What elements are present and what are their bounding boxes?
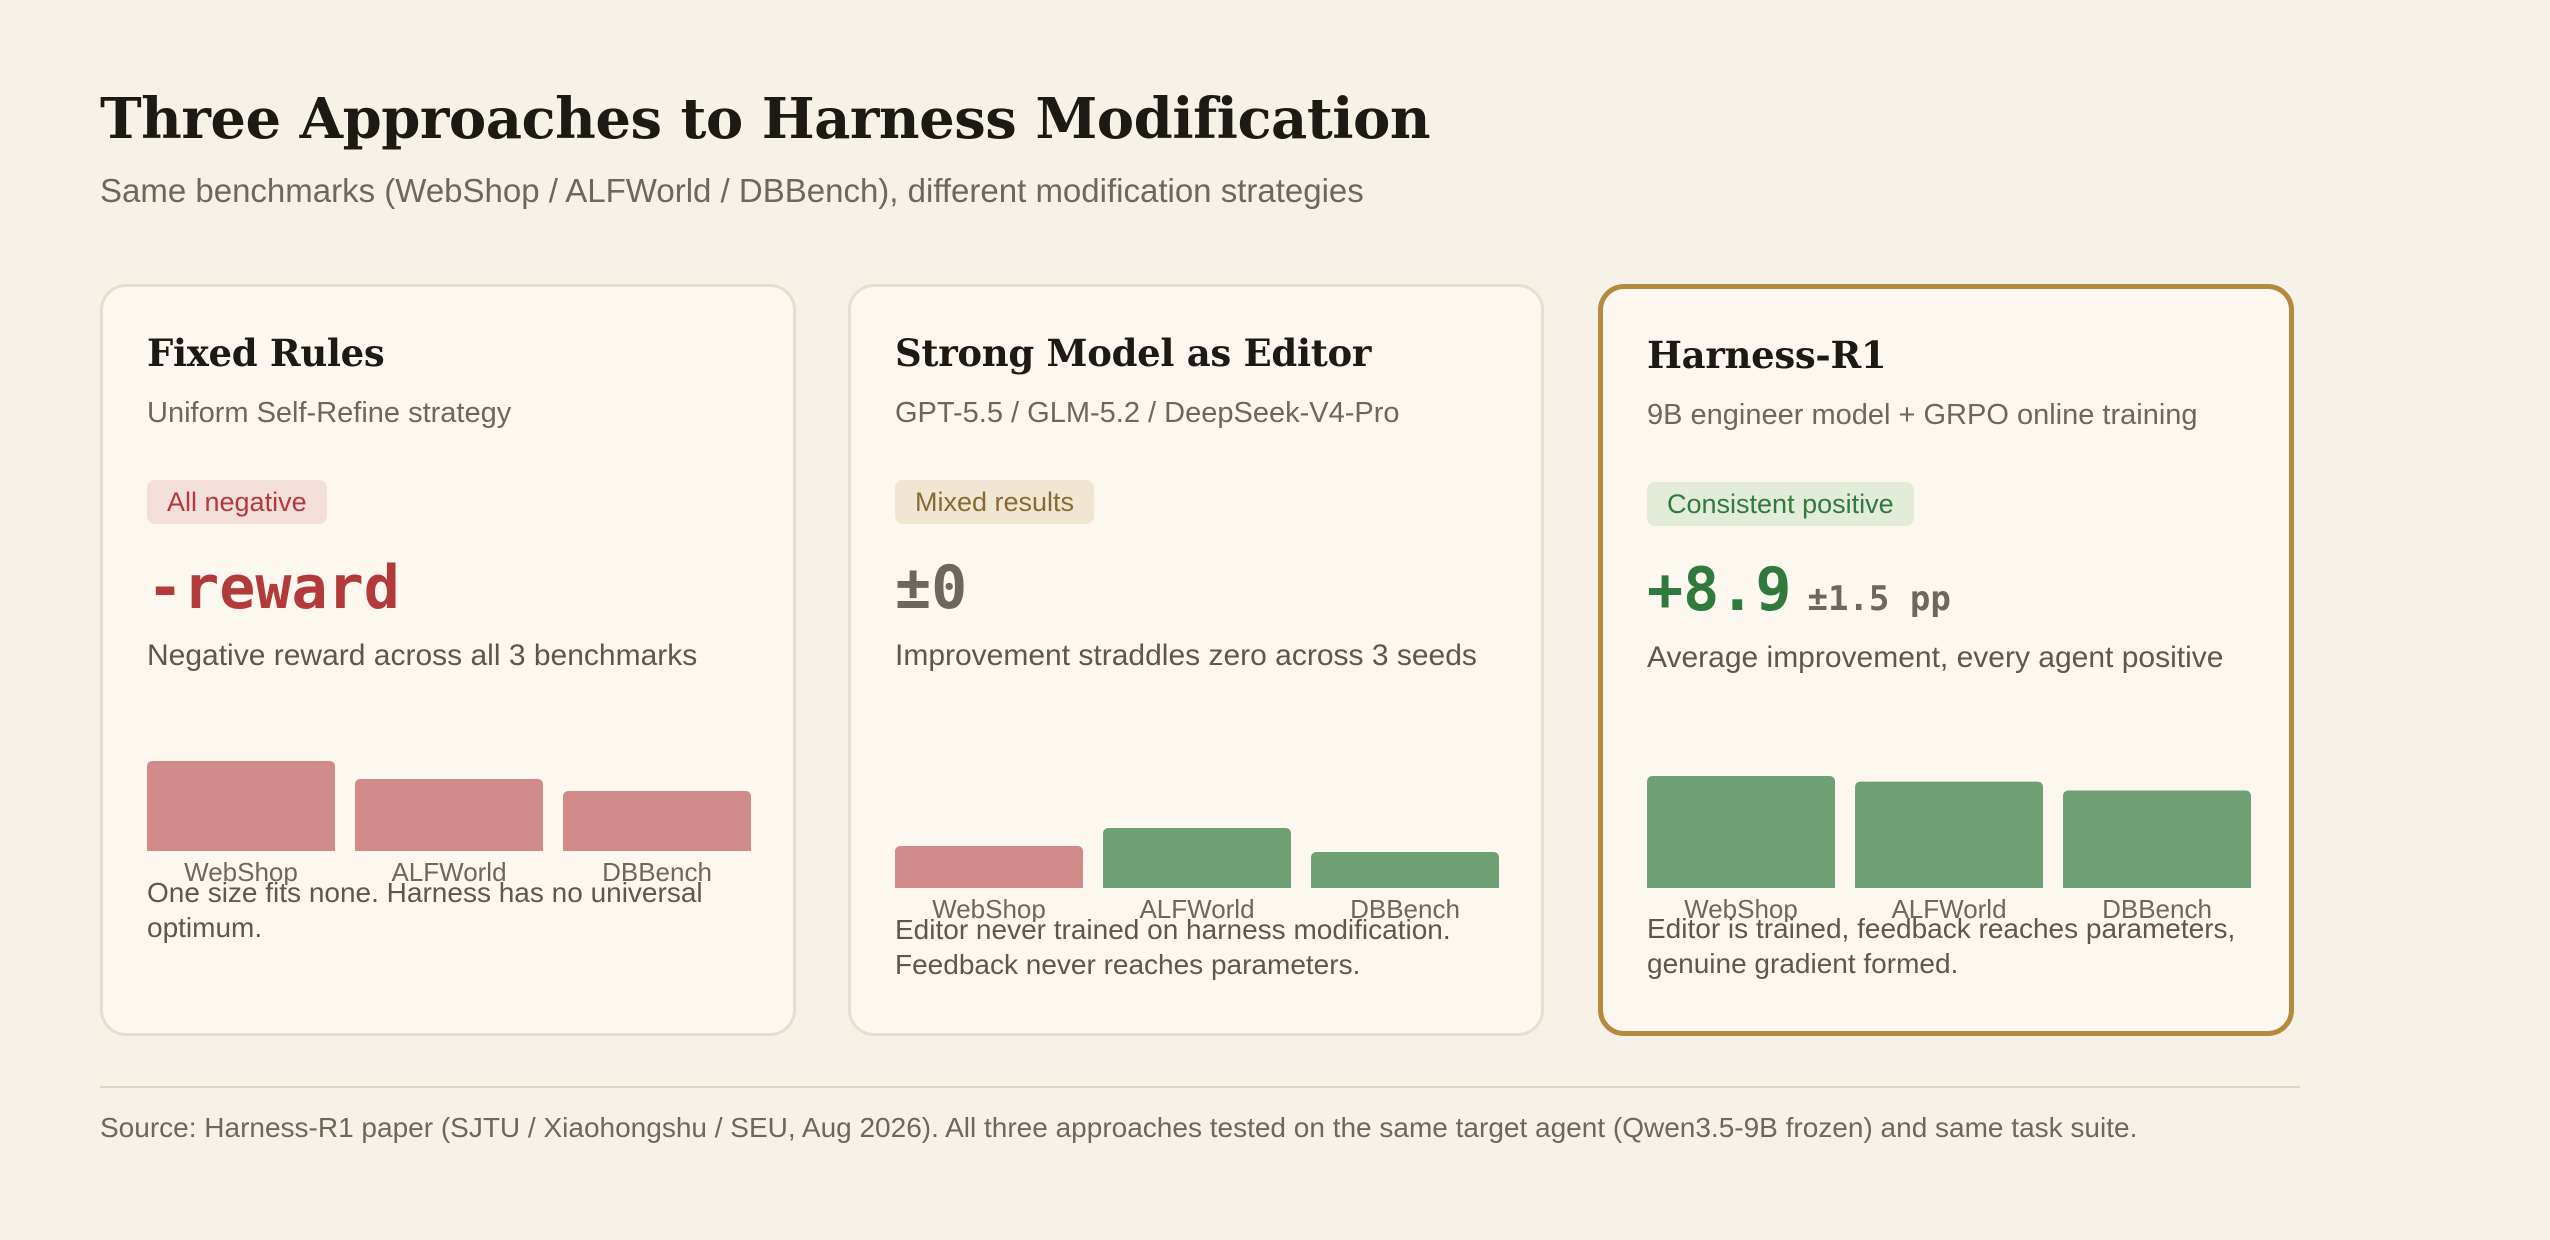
benchmark-bar-chart: WebShop ALFWorld DBBench [895,794,1499,922]
benchmark-bar-chart: WebShop ALFWorld DBBench [147,757,751,885]
metric-value: +8.9 ±1.5 pp [1647,554,1951,635]
metric-number: -reward [147,553,400,623]
metric-description: Negative reward across all 3 benchmarks [147,639,698,672]
bar-chart-svg: WebShop ALFWorld DBBench [895,828,1499,922]
card-subtitle: 9B engineer model + GRPO online training [1647,399,2198,431]
card-fixed-rules: Fixed Rules Uniform Self-Refine strategy… [100,284,796,1036]
page-title: Three Approaches to Harness Modification [100,86,1431,152]
metric-description: Improvement straddles zero across 3 seed… [895,639,1477,672]
card-title: Harness-R1 [1647,333,1887,377]
tick-label-webshop: WebShop [1684,894,1798,922]
divider [100,1086,2300,1088]
tick-label-webshop: WebShop [932,894,1046,922]
bar-webshop [147,761,335,851]
card-title: Strong Model as Editor [895,331,1372,375]
card-note: Editor never trained on harness modifica… [895,914,1451,980]
metric-number: ±0 [895,553,968,623]
card-harness-r1: Harness-R1 9B engineer model + GRPO onli… [1598,284,2294,1036]
benchmark-bar-chart: WebShop ALFWorld DBBench [1647,772,2251,922]
card-note: Editor is trained, feedback reaches para… [1647,913,2236,979]
bar-dbbench [563,791,751,851]
page-subtitle: Same benchmarks (WebShop / ALFWorld / DB… [100,172,1364,209]
card-title: Fixed Rules [147,331,385,375]
status-badge: All negative [147,480,327,524]
bar-alfworld [1103,828,1291,888]
bar-alfworld [1855,781,2043,888]
tick-label-alfworld: ALFWorld [1139,894,1254,922]
card-note: One size fits none. Harness has no unive… [147,877,703,943]
tick-label-dbbench: DBBench [602,857,712,885]
bar-webshop [1647,776,1835,888]
card-subtitle: GPT-5.5 / GLM-5.2 / DeepSeek-V4-Pro [895,397,1400,429]
source-note: Source: Harness-R1 paper (SJTU / Xiaohon… [100,1112,2138,1143]
metric-number: +8.9 [1647,555,1792,625]
tick-label-dbbench: DBBench [1350,894,1460,922]
bar-dbbench [2063,790,2251,888]
tick-label-webshop: WebShop [184,857,298,885]
card-strong-model-editor: Strong Model as Editor GPT-5.5 / GLM-5.2… [848,284,1544,1036]
bar-dbbench [1311,852,1499,888]
metric-error-margin: ±1.5 pp [1807,579,1951,619]
bar-chart-svg: WebShop ALFWorld DBBench [147,761,751,885]
status-badge: Consistent positive [1647,482,1914,526]
card-subtitle: Uniform Self-Refine strategy [147,397,512,429]
bar-webshop [895,846,1083,888]
metric-description: Average improvement, every agent positiv… [1647,641,2224,674]
tick-label-alfworld: ALFWorld [1891,894,2006,922]
approach-cards: Fixed Rules Uniform Self-Refine strategy… [100,284,2300,1036]
bar-chart-svg: WebShop ALFWorld DBBench [1647,776,2251,922]
bar-alfworld [355,779,543,851]
metric-value: -reward [147,552,400,624]
tick-label-dbbench: DBBench [2102,894,2212,922]
status-badge: Mixed results [895,480,1095,524]
tick-label-alfworld: ALFWorld [391,857,506,885]
metric-value: ±0 [895,552,967,624]
